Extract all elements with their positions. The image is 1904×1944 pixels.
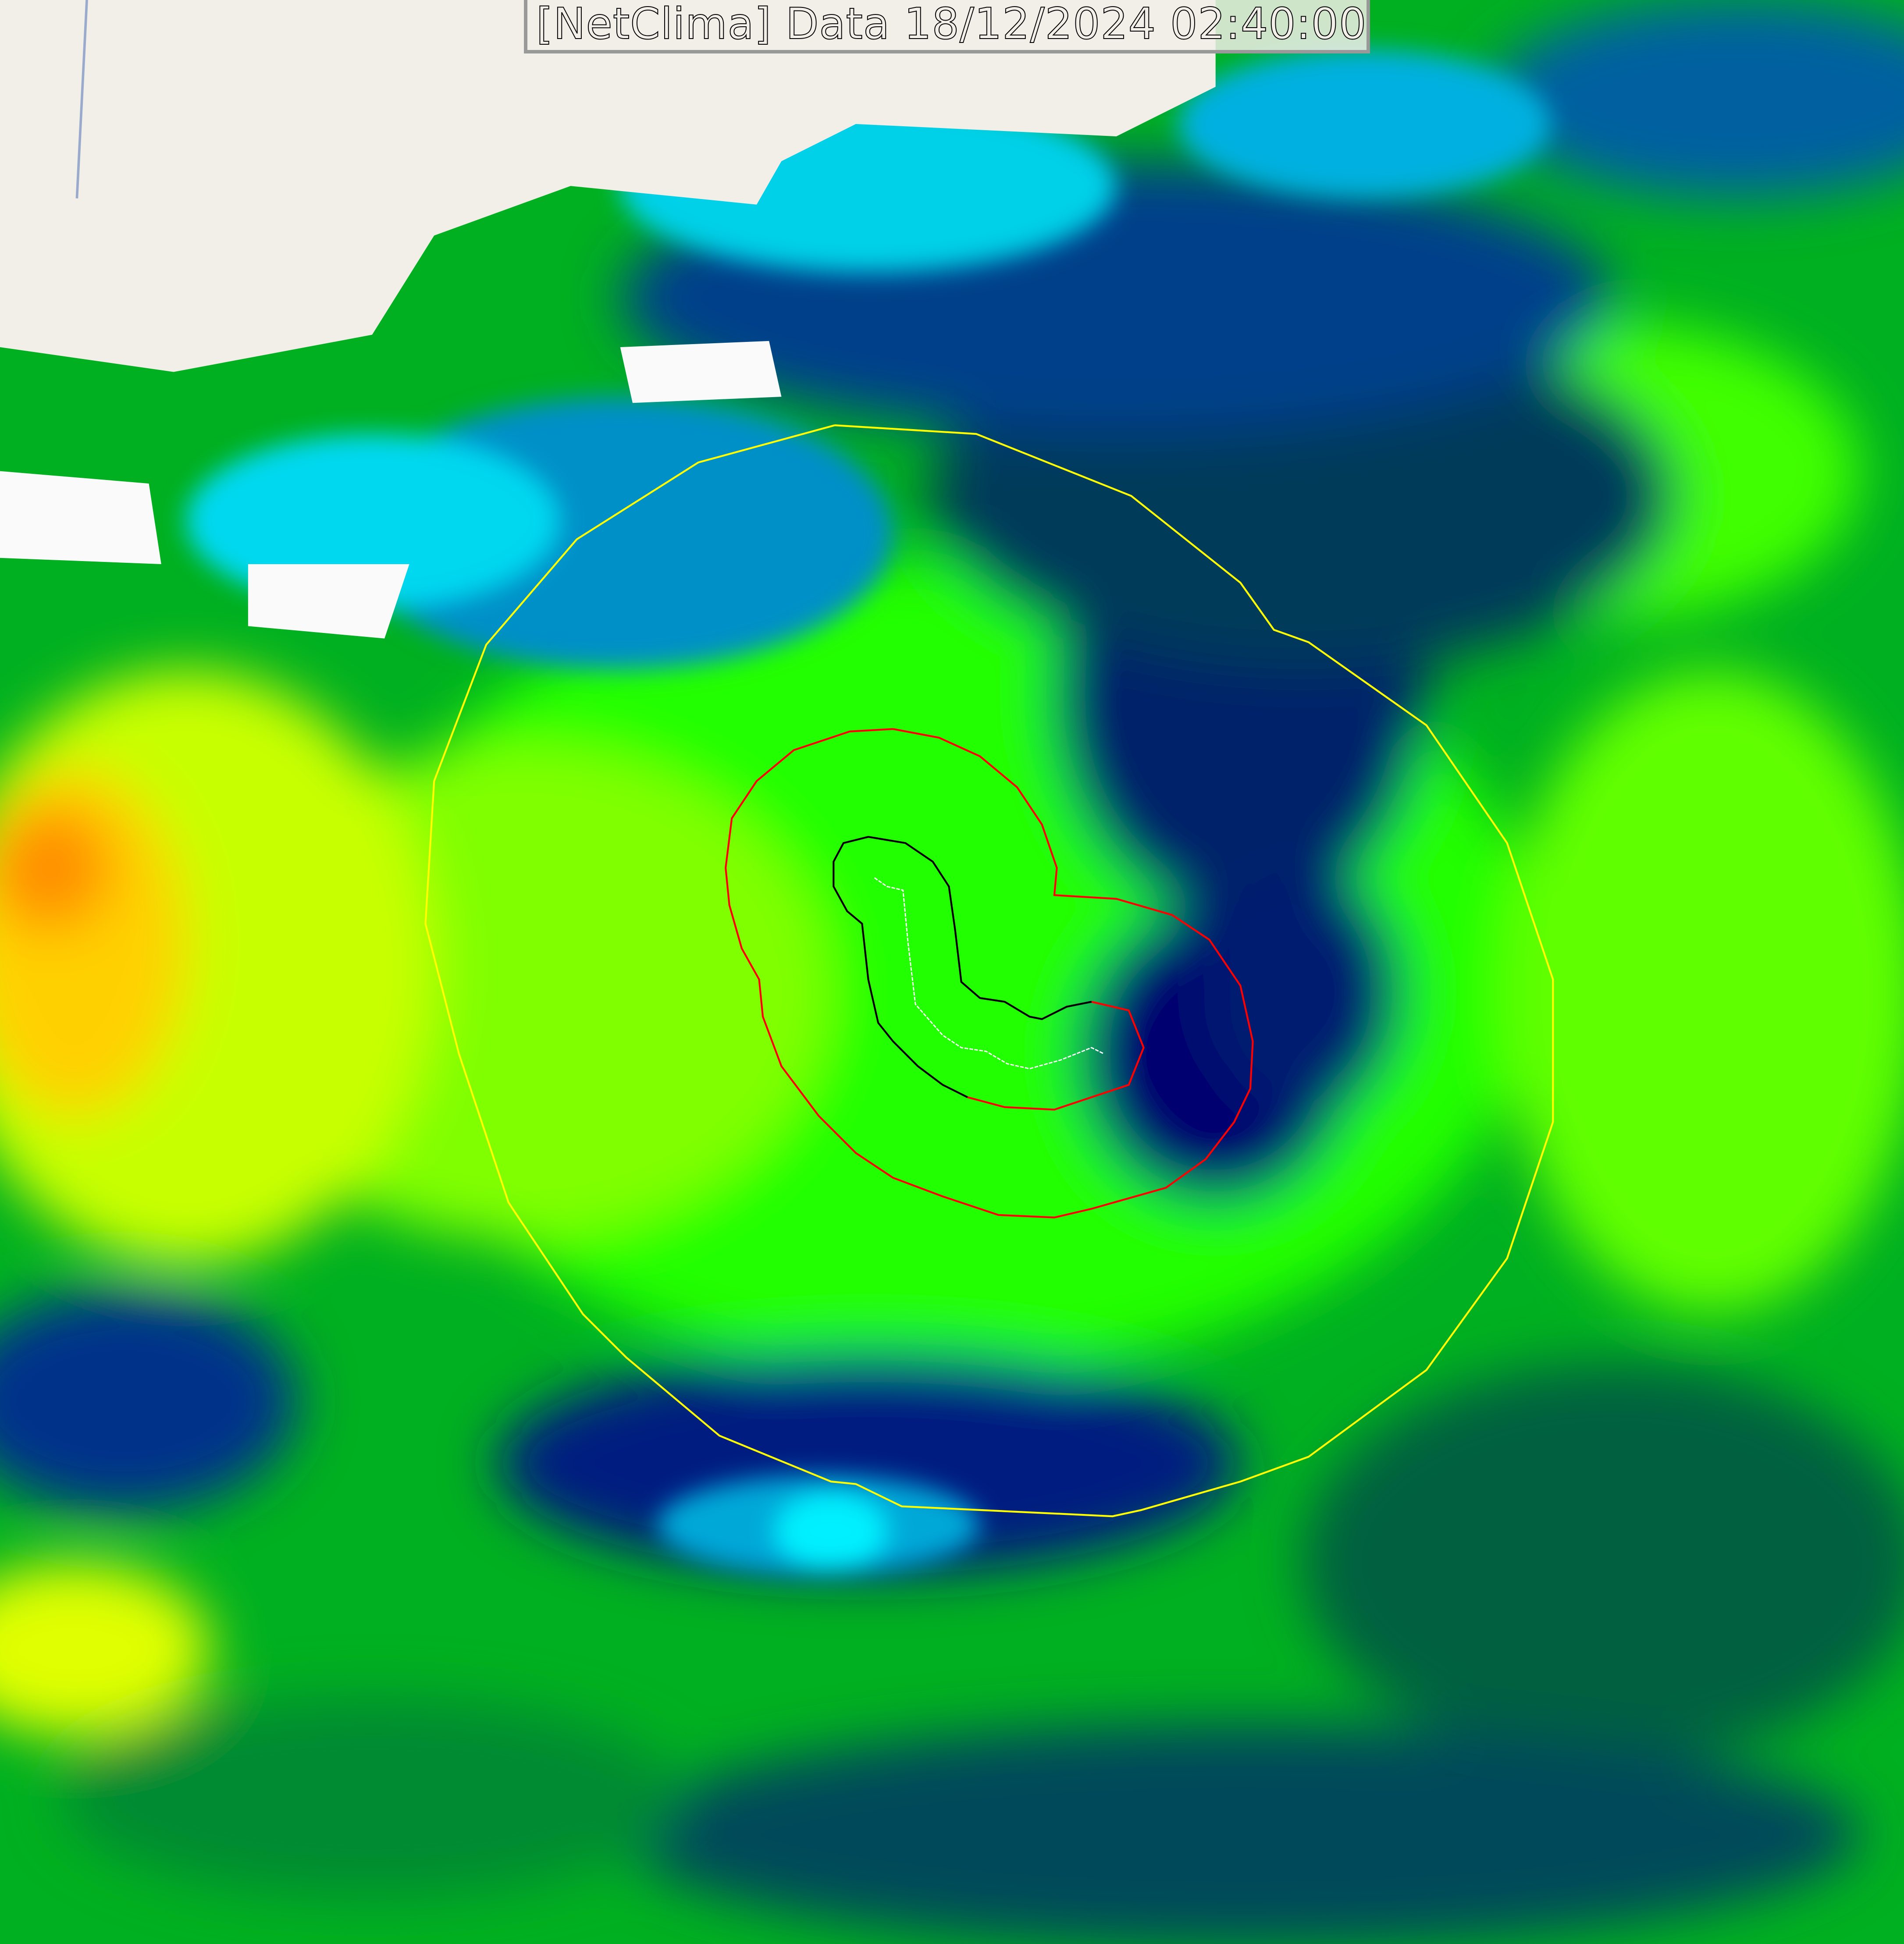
- storm-track: [874, 877, 1104, 1070]
- cold-cloud-band: [186, 50, 1551, 1575]
- timestamp-title: [NetClima] Data 18/12/2024 02:40:00: [524, 0, 1370, 53]
- basemap-land: [0, 0, 1216, 372]
- contour-outer: [424, 424, 1554, 1518]
- contour-inner-red: [967, 1001, 1145, 1111]
- river: [75, 0, 88, 199]
- contour-middle: [725, 728, 1254, 1219]
- cloud-free-areas: [0, 341, 782, 639]
- contour-inner: [833, 836, 1092, 1098]
